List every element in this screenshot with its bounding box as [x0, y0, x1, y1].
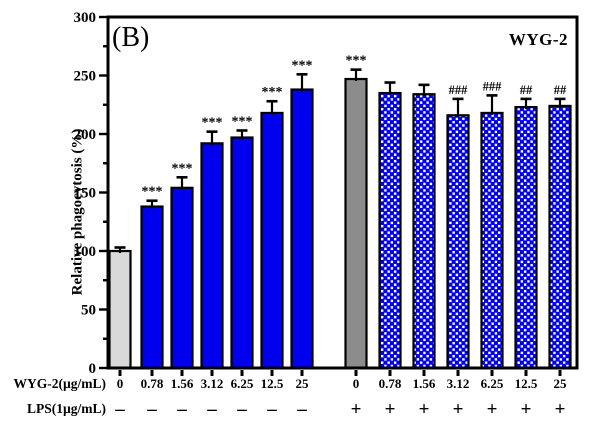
x-axis-row1-label: WYG-2(µg/mL) [13, 376, 106, 391]
significance-marker: *** [232, 114, 253, 129]
y-tick-label: 150 [74, 186, 97, 202]
x-axis: 0–0.78–1.56–3.12–6.25–12.5–25–0+0.78+1.5… [114, 370, 567, 420]
bar [230, 136, 254, 370]
plot-frame [106, 15, 579, 370]
significance-marker: ## [520, 83, 533, 97]
y-tick-label: 250 [74, 69, 97, 85]
lps-sign: + [351, 399, 362, 420]
panel-label: (B) [112, 22, 150, 53]
bar [290, 88, 314, 370]
bar [108, 249, 132, 370]
bars-group: ********* ********* ***### ### ## ## [108, 54, 572, 370]
x-tick-label: 25 [296, 376, 310, 391]
lps-sign: + [555, 399, 566, 420]
x-tick-label: 12.5 [261, 376, 284, 391]
y-axis: 0 50 100 150 200 250 300 [74, 10, 107, 377]
bar [480, 111, 504, 370]
lps-sign: – [114, 399, 125, 420]
lps-sign: – [206, 399, 217, 420]
x-tick-label: 12.5 [515, 376, 538, 391]
x-tick-label: 6.25 [231, 376, 254, 391]
x-tick-label: 3.12 [447, 376, 470, 391]
bar [412, 93, 436, 370]
lps-sign: + [521, 399, 532, 420]
bar [446, 114, 470, 370]
lps-sign: – [236, 399, 247, 420]
x-tick-label: 25 [554, 376, 568, 391]
lps-sign: + [487, 399, 498, 420]
significance-marker: ### [449, 83, 469, 97]
significance-marker: *** [346, 54, 367, 69]
y-axis-title: Relative phagocytosis (%) [69, 128, 86, 296]
x-tick-label: 0 [117, 376, 124, 391]
bar [140, 205, 164, 370]
lps-sign: – [266, 399, 277, 420]
bar [170, 186, 194, 370]
x-axis-row2-label: LPS(1µg/mL) [26, 401, 106, 416]
y-tick-label: 0 [89, 361, 97, 377]
significance-marker: *** [262, 85, 283, 100]
lps-sign: – [146, 399, 157, 420]
y-tick-label: 200 [74, 127, 97, 143]
significance-marker: *** [202, 116, 223, 131]
series-annotation: WYG-2 [508, 30, 568, 49]
bar [378, 91, 402, 370]
bar [514, 105, 538, 370]
x-tick-label: 6.25 [481, 376, 504, 391]
lps-sign: – [176, 399, 187, 420]
bar [260, 111, 284, 370]
x-tick-label: 0 [353, 376, 360, 391]
significance-marker: *** [292, 58, 313, 73]
lps-sign: + [453, 399, 464, 420]
y-tick-label: 100 [74, 244, 97, 260]
x-tick-label: 0.78 [141, 376, 164, 391]
lps-sign: – [296, 399, 307, 420]
x-tick-label: 3.12 [201, 376, 224, 391]
x-tick-label: 1.56 [413, 376, 436, 391]
significance-marker: ## [554, 83, 567, 97]
bar [200, 142, 224, 370]
bar [548, 104, 572, 370]
lps-sign: + [419, 399, 430, 420]
significance-marker: ### [483, 79, 503, 93]
bar [344, 77, 368, 370]
significance-marker: *** [142, 185, 163, 200]
significance-marker: *** [172, 161, 193, 176]
y-tick-label: 50 [81, 303, 96, 319]
y-tick-label: 300 [74, 10, 97, 26]
lps-sign: + [385, 399, 396, 420]
x-tick-label: 1.56 [171, 376, 194, 391]
x-tick-label: 0.78 [379, 376, 402, 391]
